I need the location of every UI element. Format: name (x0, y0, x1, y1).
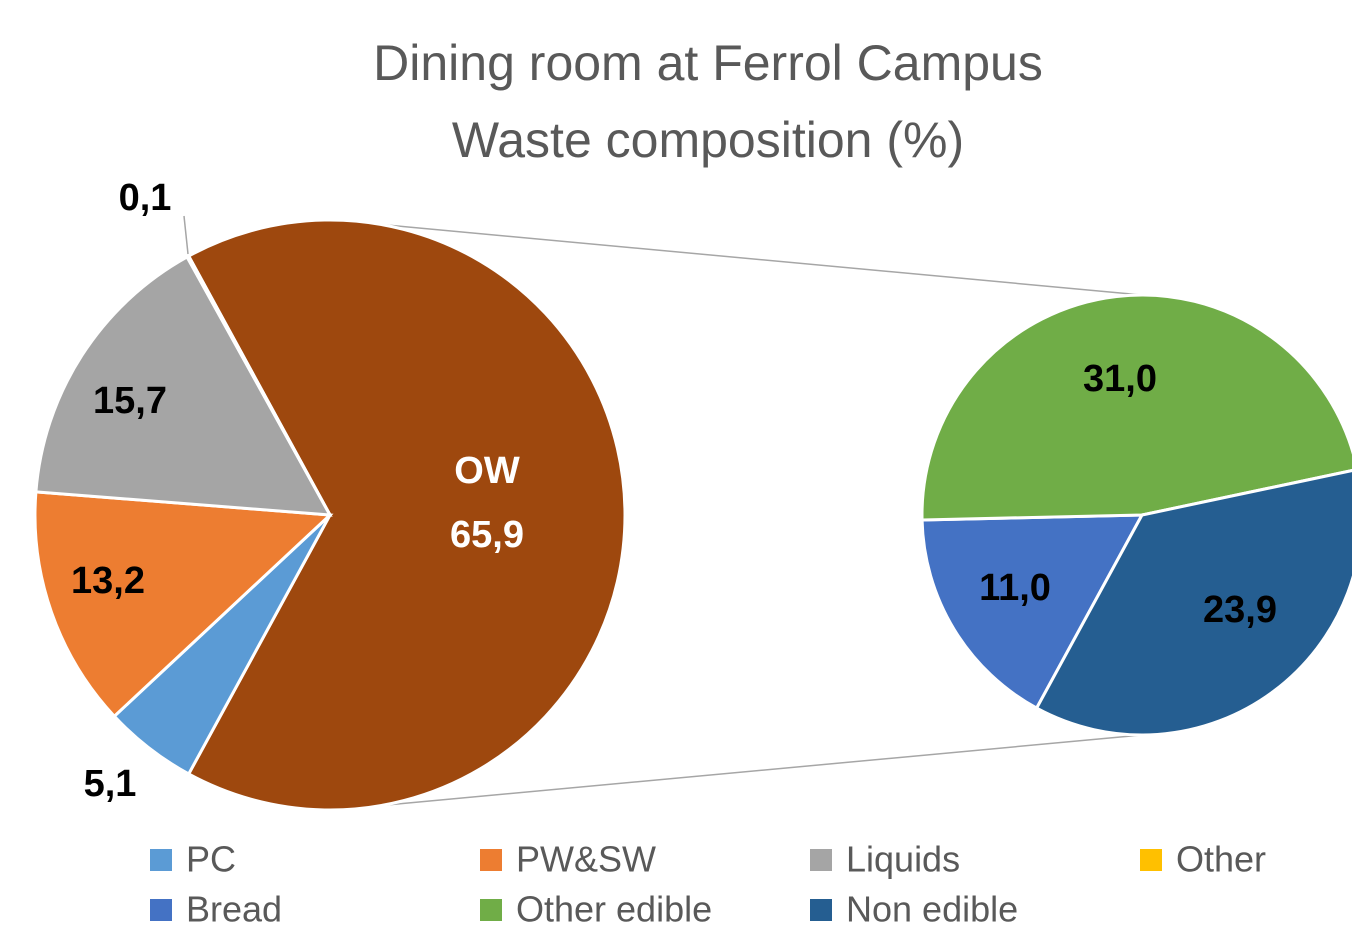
legend-swatch (810, 899, 832, 921)
pie-slice (1034, 469, 1352, 737)
legend-swatch (150, 899, 172, 921)
legend-label: PW&SW (516, 839, 656, 880)
connector-line (381, 734, 1143, 807)
legend-label: Bread (186, 889, 282, 930)
data-label: 23,9 (1203, 589, 1277, 631)
data-label-category: OW (454, 450, 520, 492)
pie-slice (186, 218, 627, 812)
pie-slice (33, 490, 334, 719)
chart-subtitle: Waste composition (%) (452, 112, 964, 168)
legend-label: Other (1176, 839, 1266, 880)
chart-title: Dining room at Ferrol Campus (373, 35, 1043, 91)
legend-label: Liquids (846, 839, 960, 880)
data-label: 31,0 (1083, 358, 1157, 400)
data-label: 13,2 (71, 560, 145, 602)
legend-label: Non edible (846, 889, 1018, 930)
legend-swatch (1140, 849, 1162, 871)
legend-label: Other edible (516, 889, 712, 930)
data-label: 5,1 (84, 763, 137, 805)
legend-swatch (810, 849, 832, 871)
pie-slice (34, 254, 333, 517)
pie-slice (185, 254, 332, 516)
legend-swatch (150, 849, 172, 871)
connector-line (381, 223, 1143, 296)
leader-line (183, 215, 189, 255)
legend-label: PC (186, 839, 236, 880)
data-label: 65,9 (450, 514, 524, 556)
data-label: 0,1 (119, 177, 172, 219)
legend-swatch (480, 899, 502, 921)
data-label: 15,7 (93, 380, 167, 422)
pie-slice (920, 293, 1352, 522)
data-label: 11,0 (979, 567, 1051, 609)
legend-swatch (480, 849, 502, 871)
pie-slice (920, 513, 1145, 711)
